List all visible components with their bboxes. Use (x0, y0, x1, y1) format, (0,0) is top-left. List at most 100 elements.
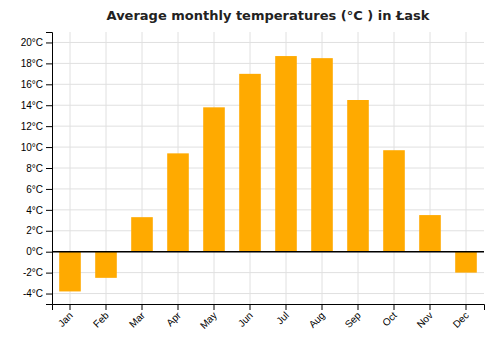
x-tick-mark (286, 304, 287, 310)
x-tick-label: Dec (451, 310, 471, 330)
x-tick-label: Jul (274, 310, 291, 327)
bar (203, 107, 225, 251)
y-tick: -2°C (23, 267, 52, 278)
bar (311, 58, 333, 252)
y-tick: -4°C (23, 288, 52, 299)
bar (383, 150, 405, 251)
y-tick-label: 16°C (21, 79, 43, 90)
x-tick-mark (178, 304, 179, 310)
title: Average monthly temperatures (°C ) in Ła… (107, 8, 430, 23)
y-tick-mark (46, 168, 52, 169)
y-tick: 18°C (21, 58, 52, 69)
y-tick-label: 10°C (21, 142, 43, 153)
y-tick-label: 2°C (26, 225, 43, 236)
grid-line-y (52, 168, 484, 169)
x-tick: Mar (127, 304, 147, 330)
y-tick: 2°C (26, 225, 52, 236)
y-tick: 10°C (21, 142, 52, 153)
y-tick-label: 4°C (26, 205, 43, 216)
x-tick-mark (466, 304, 467, 310)
x-tick-label: Sep (343, 309, 364, 330)
grid-line-y (52, 84, 484, 85)
y-tick: 8°C (26, 163, 52, 174)
y-tick-mark (46, 84, 52, 85)
chart-svg: -4°C -2°C 0°C 2°C 4°C 6°C 8°C 10°C 12°C 14°C 16°C 1… (0, 0, 500, 350)
y-tick-label: 20°C (21, 37, 43, 48)
grid-line-y (52, 251, 484, 252)
x-tick: Aug (307, 304, 327, 330)
x-tick-label: Aug (307, 310, 327, 330)
bar (239, 74, 261, 252)
x-tick: Dec (451, 304, 471, 330)
x-tick-mark (106, 304, 107, 310)
bar (455, 252, 477, 273)
x-tick: Jun (236, 304, 255, 329)
y-tick: 0°C (26, 246, 52, 257)
x-tick: Oct (380, 304, 399, 328)
y-axis: -4°C -2°C 0°C 2°C 4°C 6°C 8°C 10°C 12°C 14°C 16°C 1… (21, 33, 53, 305)
y-tick-mark (46, 147, 52, 148)
y-tick-mark (46, 105, 52, 106)
x-tick: Sep (343, 304, 364, 330)
bar (131, 217, 153, 252)
y-tick-label: -4°C (23, 288, 43, 299)
plot-area: -4°C -2°C 0°C 2°C 4°C 6°C 8°C 10°C 12°C 14°C 16°C 1… (21, 32, 485, 331)
x-tick-label: Mar (127, 309, 147, 329)
y-tick-mark (46, 42, 52, 43)
grid-line-x (430, 32, 431, 304)
x-tick: Jan (56, 304, 75, 329)
x-tick-mark (358, 304, 359, 310)
y-tick-mark (46, 126, 52, 127)
y-tick: 14°C (21, 100, 52, 111)
bar (167, 153, 189, 251)
x-tick: Apr (164, 304, 183, 328)
x-tick: Nov (415, 304, 435, 330)
x-tick: Feb (91, 304, 111, 330)
y-tick: 20°C (21, 37, 52, 48)
y-tick-label: -2°C (23, 267, 43, 278)
x-tick-label: Apr (164, 309, 183, 328)
x-tick-mark (70, 304, 71, 310)
x-tick-mark (142, 304, 143, 310)
grid (52, 32, 484, 304)
y-tick-mark (46, 231, 52, 232)
bars (59, 56, 477, 291)
grid-line-y (52, 188, 484, 189)
grid-line-x (142, 32, 143, 304)
y-tick-label: 8°C (26, 163, 43, 174)
y-tick-mark (46, 189, 52, 190)
y-tick: 12°C (21, 121, 52, 132)
x-tick-label: Nov (415, 310, 435, 330)
x-tick-label: May (198, 310, 219, 331)
x-tick-mark (214, 304, 215, 310)
y-tick-label: 12°C (21, 121, 43, 132)
grid-line-y (52, 209, 484, 210)
x-axis-line (53, 305, 485, 311)
x-tick-mark (394, 304, 395, 310)
y-tick-label: 18°C (21, 58, 43, 69)
grid-line-y (52, 147, 484, 148)
grid-line-y (52, 293, 484, 294)
y-tick-label: 6°C (26, 184, 43, 195)
x-tick-label: Jun (236, 310, 255, 329)
grid-line-y (52, 105, 484, 106)
y-tick-label: 0°C (26, 246, 43, 257)
y-axis-line (46, 33, 53, 305)
y-tick-mark (46, 63, 52, 64)
zero-line (52, 251, 484, 253)
x-tick-mark (322, 304, 323, 310)
x-tick-label: Jan (56, 310, 75, 329)
grid-line-y (52, 126, 484, 127)
y-tick-mark (46, 252, 52, 253)
y-tick: 16°C (21, 79, 52, 90)
y-tick-label: 14°C (21, 100, 43, 111)
bar (275, 56, 297, 252)
y-tick: 4°C (26, 205, 52, 216)
bar (347, 100, 369, 252)
x-tick: May (198, 304, 219, 331)
bar (95, 252, 117, 278)
y-tick-mark (46, 294, 52, 295)
y-tick-mark (46, 210, 52, 211)
bar (419, 215, 441, 252)
bar (59, 252, 81, 292)
